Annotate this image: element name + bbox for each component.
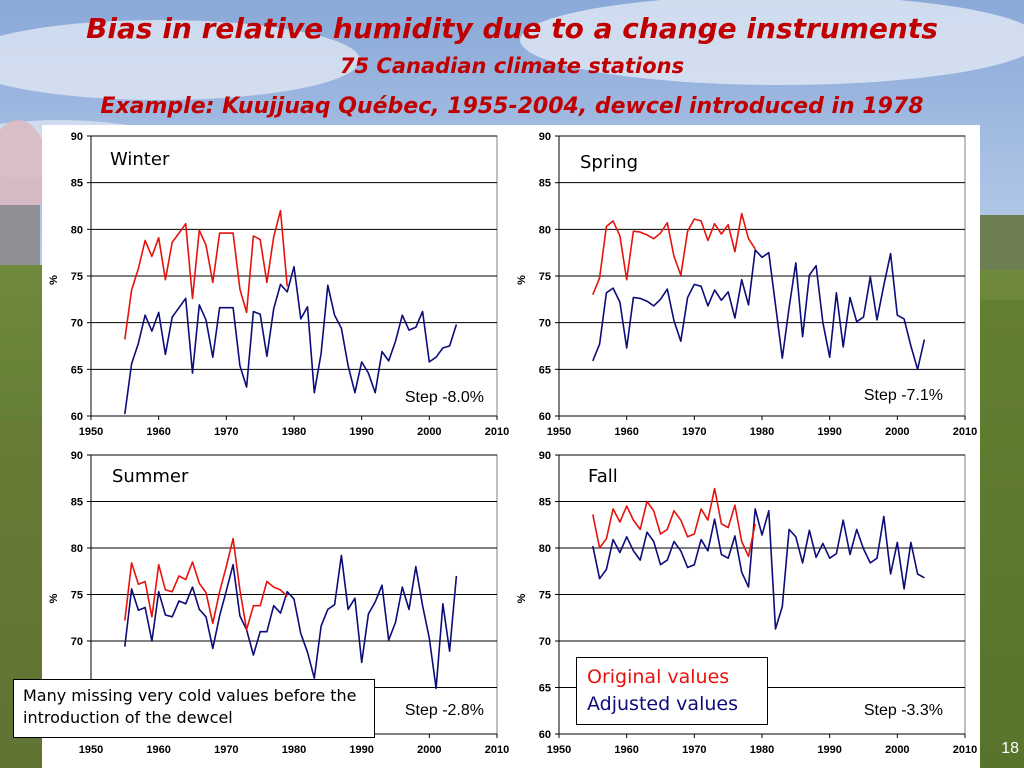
chart-0-x-tick-label: 1990 xyxy=(349,426,373,438)
chart-0-y-tick-label: 75 xyxy=(71,271,83,283)
chart-0-y-tick-label: 70 xyxy=(71,318,83,330)
chart-0-x-tick-label: 1960 xyxy=(146,426,170,438)
chart-2-season-title: Summer xyxy=(112,466,189,487)
chart-1-y-tick-label: 75 xyxy=(539,271,551,283)
chart-3-y-tick-label: 80 xyxy=(539,543,551,555)
chart-0-x-tick-label: 1970 xyxy=(214,426,238,438)
chart-3-original-series-line xyxy=(592,487,756,558)
chart-3-x-tick-label: 1990 xyxy=(817,744,841,756)
chart-3-x-tick-label: 2000 xyxy=(885,744,909,756)
chart-0-x-tick-label: 2000 xyxy=(417,426,441,438)
chart-1-adjusted-series-line xyxy=(592,249,926,371)
chart-3-adjusted-series-line xyxy=(592,508,925,630)
chart-3-y-tick-label: 65 xyxy=(539,683,551,695)
legend-original: Original values xyxy=(587,666,730,688)
chart-2-y-axis-label: % xyxy=(48,593,60,603)
chart-3-y-tick-label: 75 xyxy=(539,590,551,602)
chart-3-x-tick-label: 1980 xyxy=(750,744,774,756)
legend-adjusted: Adjusted values xyxy=(587,693,738,715)
chart-2-y-tick-label: 90 xyxy=(71,450,83,462)
chart-3-x-tick-label: 1960 xyxy=(614,744,638,756)
slide-subtitle: 75 Canadian climate stations xyxy=(339,54,685,78)
chart-0-adjusted-series-line xyxy=(124,265,458,415)
chart-0-y-tick-label: 85 xyxy=(71,178,83,190)
chart-2-y-tick-label: 80 xyxy=(71,543,83,555)
chart-3-y-axis-label: % xyxy=(516,593,528,603)
chart-1-season-title: Spring xyxy=(580,152,638,173)
chart-3-season-title: Fall xyxy=(588,466,618,487)
chart-3-y-tick-label: 70 xyxy=(539,636,551,648)
chart-1-y-tick-label: 80 xyxy=(539,224,551,236)
chart-0-y-tick-label: 90 xyxy=(71,131,83,143)
chart-0-y-tick-label: 80 xyxy=(71,224,83,236)
chart-2-x-tick-label: 1980 xyxy=(282,744,306,756)
chart-3-y-tick-label: 90 xyxy=(539,450,551,462)
chart-2-x-tick-label: 2010 xyxy=(485,744,509,756)
chart-1-x-tick-label: 1960 xyxy=(614,426,638,438)
chart-0-y-axis-label: % xyxy=(48,275,60,285)
chart-1-x-tick-label: 1980 xyxy=(750,426,774,438)
chart-0-season-title: Winter xyxy=(110,149,170,170)
chart-3-x-tick-label: 2010 xyxy=(953,744,977,756)
chart-1-x-tick-label: 2010 xyxy=(953,426,977,438)
chart-1-x-tick-label: 1990 xyxy=(817,426,841,438)
slide-title: Bias in relative humidity due to a chang… xyxy=(86,12,938,45)
chart-1-y-tick-label: 70 xyxy=(539,318,551,330)
chart-1-step-label: Step -7.1% xyxy=(864,387,943,404)
chart-2-original-series-line xyxy=(124,537,288,631)
chart-1-original-series-line xyxy=(592,212,756,296)
chart-3-y-tick-label: 60 xyxy=(539,729,551,741)
chart-2-step-label: Step -2.8% xyxy=(405,702,484,719)
page-number: 18 xyxy=(1001,740,1019,757)
chart-2-x-tick-label: 1960 xyxy=(146,744,170,756)
chart-1-y-axis-label: % xyxy=(516,275,528,285)
legend-box: Original values Adjusted values xyxy=(576,657,768,725)
chart-2-x-tick-label: 2000 xyxy=(417,744,441,756)
chart-3-step-label: Step -3.3% xyxy=(864,702,943,719)
chart-3-x-tick-label: 1970 xyxy=(682,744,706,756)
chart-0-x-tick-label: 1980 xyxy=(282,426,306,438)
chart-0-y-tick-label: 60 xyxy=(71,411,83,423)
chart-2-x-tick-label: 1950 xyxy=(79,744,103,756)
chart-2-adjusted-series-line xyxy=(124,554,458,690)
chart-3-y-tick-label: 85 xyxy=(539,497,551,509)
chart-2-y-tick-label: 70 xyxy=(71,636,83,648)
slide-example: Example: Kuujjuaq Québec, 1955-2004, dew… xyxy=(100,94,924,119)
chart-1-y-tick-label: 90 xyxy=(539,131,551,143)
chart-2-x-tick-label: 1990 xyxy=(349,744,373,756)
chart-2-x-tick-label: 1970 xyxy=(214,744,238,756)
chart-1-y-tick-label: 85 xyxy=(539,178,551,190)
chart-3-x-tick-label: 1950 xyxy=(547,744,571,756)
chart-1-x-tick-label: 2000 xyxy=(885,426,909,438)
chart-1-x-tick-label: 1970 xyxy=(682,426,706,438)
chart-1-x-tick-label: 1950 xyxy=(547,426,571,438)
missing-values-note: Many missing very cold values before the… xyxy=(13,679,375,738)
chart-0-y-tick-label: 65 xyxy=(71,364,83,376)
chart-2-y-tick-label: 75 xyxy=(71,590,83,602)
chart-0-step-label: Step -8.0% xyxy=(405,389,484,406)
chart-0-original-series-line xyxy=(124,209,288,340)
chart-0-x-tick-label: 1950 xyxy=(79,426,103,438)
chart-1-y-tick-label: 65 xyxy=(539,364,551,376)
chart-1-y-tick-label: 60 xyxy=(539,411,551,423)
chart-0-x-tick-label: 2010 xyxy=(485,426,509,438)
chart-2-y-tick-label: 85 xyxy=(71,497,83,509)
